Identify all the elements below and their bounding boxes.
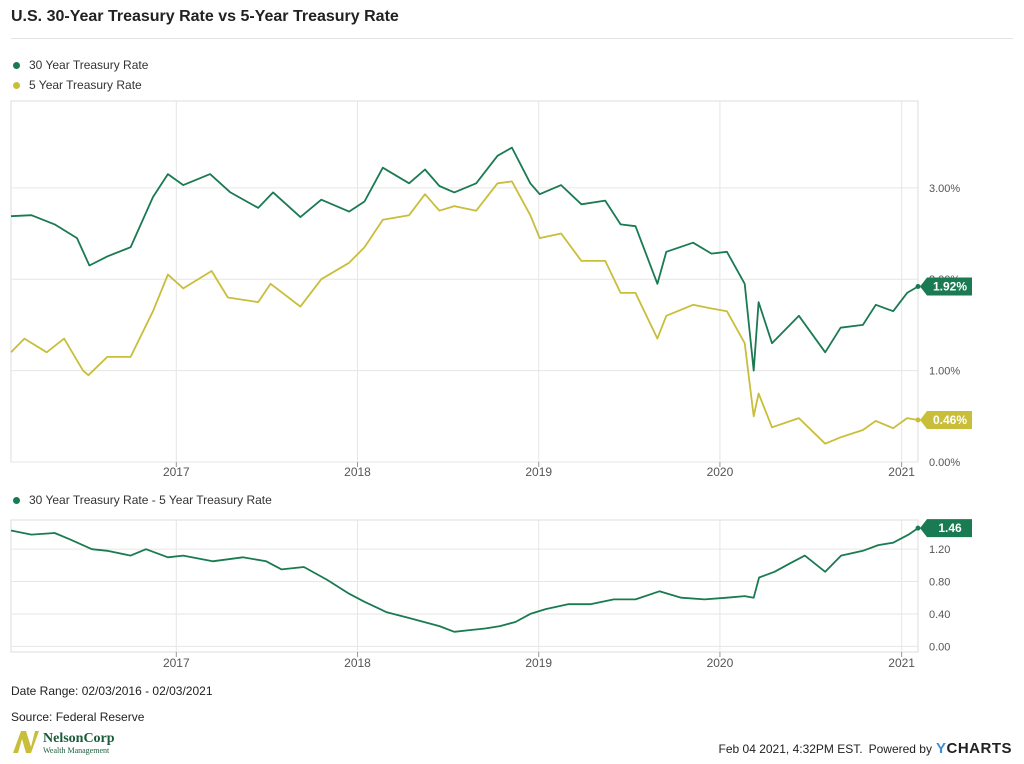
spread-xtick-label: 2021 xyxy=(888,656,915,670)
main-xtick-label: 2019 xyxy=(525,465,552,479)
spread-xtick-label: 2017 xyxy=(163,656,190,670)
date-range: Date Range: 02/03/2016 - 02/03/2021 xyxy=(11,684,213,698)
legend-item-30yr[interactable]: 30 Year Treasury Rate xyxy=(13,58,148,72)
legend-item-spread[interactable]: 30 Year Treasury Rate - 5 Year Treasury … xyxy=(13,493,272,507)
spread-plot-frame xyxy=(10,519,919,653)
spread-ytick-label: 0.40 xyxy=(929,609,950,621)
main-xtick-label: 2017 xyxy=(163,465,190,479)
chart-title: U.S. 30-Year Treasury Rate vs 5-Year Tre… xyxy=(11,8,399,25)
nelsoncorp-logo: NelsonCorp Wealth Management xyxy=(13,731,115,755)
main-ytick-label: 3.00% xyxy=(929,183,960,195)
main-value-label-1: 1.92% xyxy=(933,280,967,294)
main-xtick-label: 2020 xyxy=(707,465,734,479)
legend-label-spread: 30 Year Treasury Rate - 5 Year Treasury … xyxy=(29,493,272,507)
ycharts-logo[interactable]: YCHARTS xyxy=(936,740,1012,757)
legend-dot-spread xyxy=(13,496,20,504)
main-series-line-1 xyxy=(10,146,919,372)
timestamp: Feb 04 2021, 4:32PM EST. xyxy=(718,741,863,756)
logo-tagline: Wealth Management xyxy=(43,746,110,755)
main-series-endpoint-1 xyxy=(915,284,921,290)
legend-label-5yr: 5 Year Treasury Rate xyxy=(29,78,142,92)
main-ytick-label: 1.00% xyxy=(929,366,960,378)
ycharts-logo-y: Y xyxy=(935,740,947,757)
ycharts-logo-rest: CHARTS xyxy=(946,740,1012,757)
legend-item-5yr[interactable]: 5 Year Treasury Rate xyxy=(13,78,142,92)
powered-by-label: Powered by xyxy=(868,741,932,756)
spread-ytick-label: 0.00 xyxy=(929,641,950,653)
main-value-tag-2 xyxy=(920,410,972,429)
main-xtick-label: 2018 xyxy=(344,465,371,479)
main-series-endpoint-2 xyxy=(915,417,921,423)
spread-value-tag-1 xyxy=(920,519,972,538)
spread-series-endpoint-1 xyxy=(915,525,921,531)
logo-name: NelsonCorp xyxy=(43,731,115,746)
main-plot-frame xyxy=(10,100,919,463)
main-value-label-2: 0.46% xyxy=(933,413,967,427)
legend-label-30yr: 30 Year Treasury Rate xyxy=(29,58,149,72)
legend-dot-30yr xyxy=(13,61,20,69)
main-ytick-label: 0.00% xyxy=(929,457,960,469)
spread-ytick-label: 1.20 xyxy=(929,544,950,556)
spread-value-label-1: 1.46 xyxy=(938,521,962,535)
main-series-line-2 xyxy=(10,180,919,445)
timestamp-footer: Feb 04 2021, 4:32PM EST. Powered by YCHA… xyxy=(719,740,1012,757)
spread-ytick-label: 0.80 xyxy=(929,577,950,589)
spread-xtick-label: 2020 xyxy=(707,656,734,670)
title-divider xyxy=(11,38,1013,39)
source-note: Source: Federal Reserve xyxy=(11,710,145,724)
spread-series-line-1 xyxy=(10,527,919,633)
legend-dot-5yr xyxy=(13,81,20,89)
spread-xtick-label: 2018 xyxy=(344,656,371,670)
spread-xtick-label: 2019 xyxy=(525,656,552,670)
main-xtick-label: 2021 xyxy=(888,465,915,479)
main-value-tag-1 xyxy=(920,277,972,296)
